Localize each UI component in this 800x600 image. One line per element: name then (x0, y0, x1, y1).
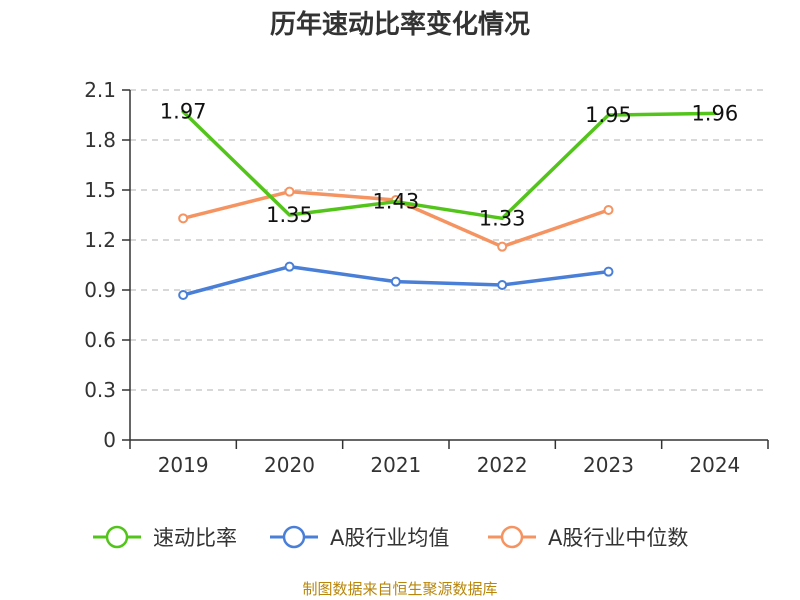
data-point (603, 205, 614, 215)
x-tick-label: 2022 (477, 453, 528, 477)
y-tick-label: 1.2 (84, 228, 116, 252)
data-label: 1.96 (691, 101, 738, 125)
x-tick-label: 2019 (158, 453, 209, 477)
data-point (178, 213, 189, 224)
data-label: 1.95 (585, 103, 632, 127)
series-line (181, 109, 717, 221)
legend-label: 速动比率 (153, 526, 237, 550)
y-tick-label: 0.9 (84, 278, 116, 302)
x-tick-label: 2021 (370, 453, 421, 477)
series-lines (178, 109, 717, 300)
legend-label: A股行业中位数 (548, 526, 688, 550)
data-label: 1.33 (479, 206, 526, 230)
legend-item: A股行业均值 (270, 525, 449, 550)
legend-marker (282, 525, 306, 549)
data-point (390, 276, 401, 287)
source-note: 制图数据来自恒生聚源数据库 (302, 580, 497, 598)
data-labels: 1.97 1.35 1.43 1.33 1.95 1.96 (160, 100, 738, 231)
data-point (284, 186, 295, 197)
data-point (497, 241, 508, 252)
x-tick-label: 2020 (264, 453, 315, 477)
data-label: 1.97 (160, 100, 207, 124)
legend-item: 速动比率 (93, 525, 237, 550)
legend-label: A股行业均值 (330, 526, 449, 550)
axes: 0 0.3 0.6 0.9 1.2 1.5 1.8 2.1 2019 2020 2021 2022 20… (84, 78, 769, 477)
legend-marker (105, 525, 129, 549)
legend: 速动比率 A股行业均值 A股行业中位数 (93, 525, 688, 550)
y-tick-label: 0.6 (84, 328, 116, 352)
grid-lines (130, 89, 768, 391)
y-tick-label: 0.3 (84, 378, 116, 402)
y-tick-label: 0 (103, 428, 116, 452)
x-tick-label: 2024 (689, 453, 740, 477)
data-label: 1.35 (266, 203, 313, 227)
data-point (497, 280, 508, 290)
chart-title: 历年速动比率变化情况 (270, 9, 530, 40)
y-tick-label: 1.8 (84, 128, 116, 152)
data-label: 1.43 (372, 190, 419, 214)
x-tick-label: 2023 (583, 453, 634, 477)
y-tick-label: 1.5 (84, 178, 116, 202)
legend-item: A股行业中位数 (488, 525, 688, 550)
data-point (603, 266, 614, 277)
data-point (284, 261, 295, 272)
y-tick-label: 2.1 (84, 78, 116, 102)
legend-marker (500, 525, 524, 549)
data-point (178, 290, 189, 300)
